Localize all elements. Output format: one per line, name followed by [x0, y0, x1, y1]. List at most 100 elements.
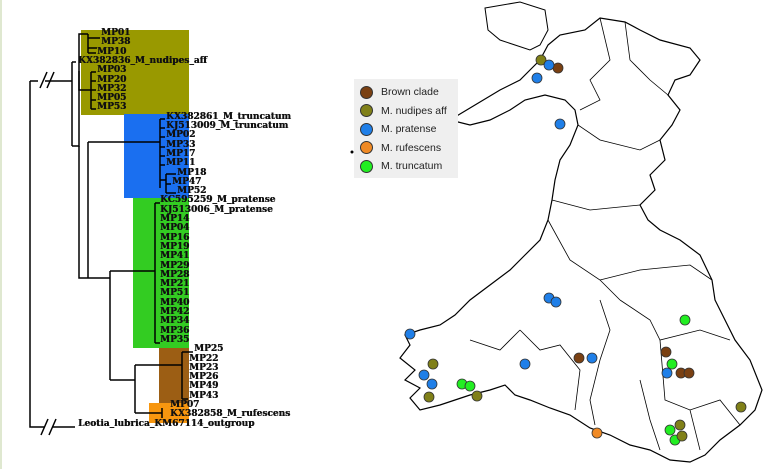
leaf-label: MP43: [189, 390, 219, 401]
leaf-label: KJ513006_M_pratense: [160, 204, 273, 215]
legend-item: M. pratense: [360, 121, 436, 137]
tree-branch: [29, 81, 75, 428]
sample-point: [679, 314, 691, 326]
sample-point: [664, 424, 676, 436]
county-border: [469, 329, 521, 351]
county-border: [547, 219, 621, 301]
leaf-label: MP22: [189, 353, 219, 364]
sample-point: [471, 390, 483, 402]
leaf-label: MP10: [97, 46, 127, 57]
sample-point: [683, 367, 695, 379]
county-border: [624, 21, 669, 96]
legend-item: M. nudipes aff: [360, 103, 447, 119]
leaf-label: MP26: [189, 372, 219, 383]
leaf-label: MP19: [160, 241, 190, 252]
sample-point: [554, 118, 566, 130]
leaf-label: KX382836_M_nudipes_aff: [78, 55, 207, 66]
border: [0, 0, 2, 469]
tree-branch: [40, 418, 57, 436]
leaf-label: MP05: [97, 93, 127, 104]
tree-branch: [78, 142, 89, 279]
leaf-label: MP51: [160, 288, 190, 299]
leaf-label: MP47: [172, 176, 202, 187]
leaf-label: MP42: [160, 307, 190, 317]
tree-branch: [110, 351, 193, 418]
leaf-label: KJ513009_M_truncatum: [166, 121, 289, 131]
sample-point: [586, 352, 598, 364]
map-legend: Brown clade M. nudipes aff M. pratense M. r…: [354, 79, 458, 178]
legend-label: M. pratense: [381, 123, 437, 135]
tree-branch: [78, 71, 96, 110]
clade-box-brown: [159, 348, 189, 403]
clade-box-rufescens: [149, 403, 189, 423]
county-border: [639, 379, 661, 451]
sample-point: [426, 378, 438, 390]
outgroup-label: Leotia_lubrica_KM67114_outgroup: [78, 418, 255, 429]
phylogenetic-tree: [29, 30, 193, 436]
sample-point: [735, 401, 747, 413]
tree-branch: [39, 71, 55, 89]
leaf-label: MP34: [160, 316, 190, 327]
leaf-label: MP18: [177, 167, 207, 178]
wales-map: [350, 1, 763, 463]
leaf-label: KX382861_M_truncatum: [166, 111, 291, 122]
leaf-label: MP03: [97, 65, 127, 76]
county-border: [599, 264, 713, 281]
tree-branch: [71, 61, 76, 146]
sample-point: [660, 346, 672, 358]
leaf-label: MP40: [160, 297, 190, 308]
anglesey-outline: [484, 1, 549, 51]
sample-point: [666, 358, 678, 370]
leaf-label: MP35: [160, 334, 190, 345]
clade-box-truncatum: [124, 114, 189, 198]
legend-item: Brown clade: [360, 84, 439, 100]
sample-point: [573, 352, 585, 364]
leaf-label: MP07: [170, 400, 200, 410]
clade-box-nudipes: [81, 30, 189, 115]
county-border: [551, 199, 641, 211]
legend-label: M. truncatum: [381, 160, 443, 172]
sample-point: [418, 369, 430, 381]
leaf-label: MP33: [166, 139, 196, 150]
leaf-label: MP49: [189, 381, 219, 392]
legend-label: M. rufescens: [381, 141, 442, 154]
county-border: [589, 299, 611, 426]
leaf-label: MP17: [166, 148, 196, 159]
sample-point: [423, 391, 435, 403]
leaf-label: MP38: [101, 37, 131, 48]
sample-point: [427, 358, 439, 370]
county-border: [577, 124, 661, 151]
leaf-label: MP23: [189, 362, 219, 373]
legend-item: M. rufescens: [360, 140, 441, 156]
tree-branch: [88, 118, 176, 194]
sample-point: [543, 59, 555, 71]
legend-label: Brown clade: [381, 86, 439, 98]
sample-point: [661, 367, 673, 379]
sample-point: [676, 430, 688, 442]
leaf-label: MP53: [97, 102, 127, 113]
sample-point: [531, 72, 543, 84]
tree-branch: [87, 34, 100, 54]
leaf-label: MP02: [166, 130, 196, 141]
leaf-label: MP36: [160, 325, 190, 336]
legend-swatch: [360, 141, 373, 154]
sample-point: [519, 358, 531, 370]
sample-point: [550, 296, 562, 308]
sample-point: [674, 419, 686, 431]
county-border: [579, 17, 611, 111]
legend-label: M. nudipes aff: [381, 104, 447, 117]
leaf-label: MP41: [160, 251, 190, 262]
leaf-label: MP28: [160, 269, 190, 280]
sample-point: [404, 328, 416, 340]
leaf-label: MP32: [97, 83, 127, 94]
leaf-label: MP29: [160, 260, 190, 271]
island: [350, 150, 354, 154]
county-border: [689, 409, 701, 451]
wales-outline: [399, 17, 763, 463]
clade-box-pratense: [133, 198, 189, 348]
sample-point: [552, 62, 564, 74]
leaf-label: MP20: [97, 74, 127, 85]
sample-point: [464, 380, 476, 392]
leaf-label: MP21: [160, 279, 190, 290]
